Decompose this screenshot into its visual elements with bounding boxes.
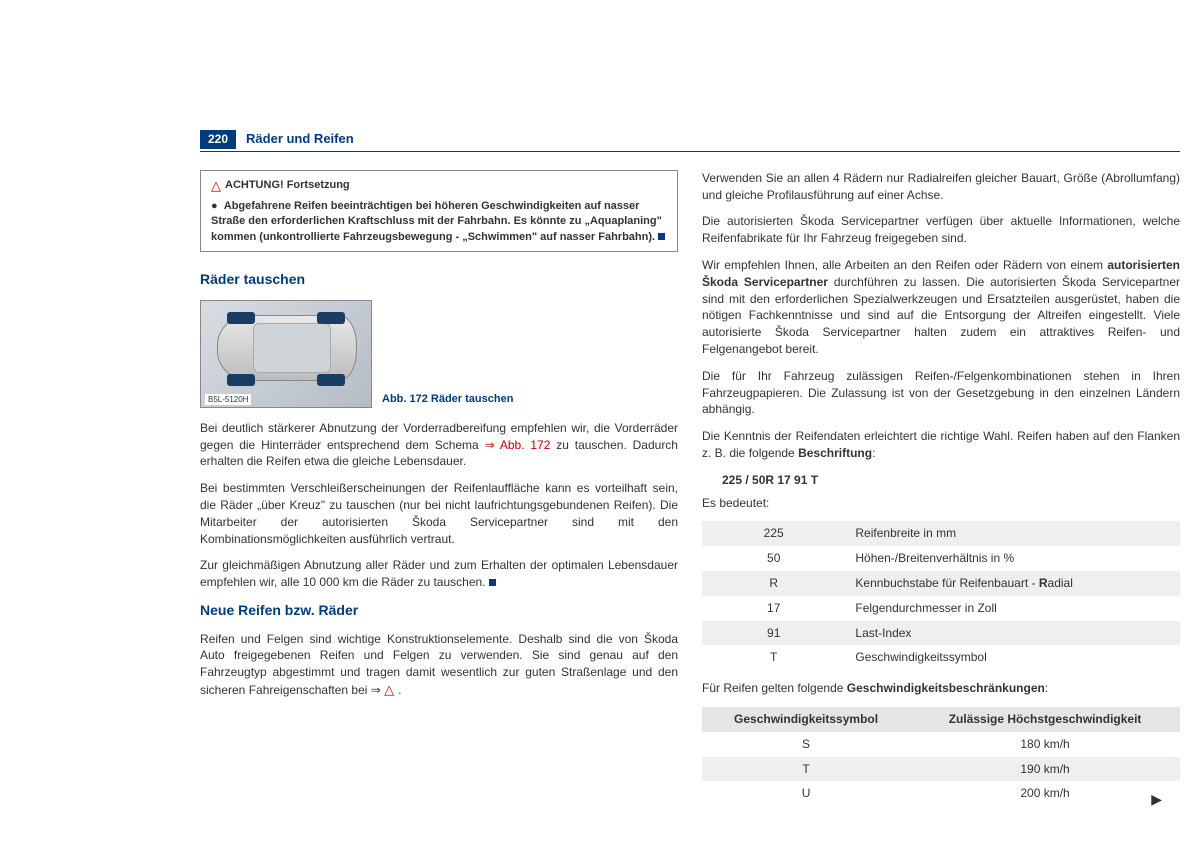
manual-page: 220 Räder und Reifen △ ACHTUNG! Fortsetz… [0,0,1200,856]
para-r5a: Die Kenntnis der Reifendaten erleichtert… [702,429,1180,460]
left-column: △ ACHTUNG! Fortsetzung ● Abgefahrene Rei… [200,170,678,816]
speed-sym: S [702,732,910,757]
figure-row: B5L-5120H Abb. 172 Räder tauschen [200,300,678,408]
para-swap-3-text: Zur gleichmäßigen Abnutzung aller Räder … [200,558,678,589]
speed-col-h2: Zulässige Höchstgeschwindigkeit [910,707,1180,732]
it-means-label: Es bedeutet: [702,495,1180,512]
table-row: 50Höhen-/Breitenverhältnis in % [702,546,1180,571]
spec-val: Felgendurchmesser in Zoll [845,596,1180,621]
spec-key: 225 [702,521,845,546]
two-column-layout: △ ACHTUNG! Fortsetzung ● Abgefahrene Rei… [200,170,1180,816]
tire-spec-example: 225 / 50R 17 91 T [722,472,1180,489]
spec-key: 50 [702,546,845,571]
end-marker-icon [489,579,496,586]
para-r3: Wir empfehlen Ihnen, alle Arbeiten an de… [702,257,1180,358]
para-r5: Die Kenntnis der Reifendaten erleichtert… [702,428,1180,462]
wheel-front-right [227,374,255,386]
warning-triangle-icon: △ [384,682,394,697]
right-column: Verwenden Sie an allen 4 Rädern nur Radi… [702,170,1180,816]
spec-key: T [702,645,845,670]
spec-val: Geschwindigkeitssymbol [845,645,1180,670]
spec-val: Kennbuchstabe für Reifenbauart - RadialK… [845,571,1180,596]
para-swap-2: Bei bestimmten Verschleißerscheinungen d… [200,480,678,547]
speed-val: 190 km/h [910,757,1180,782]
page-number: 220 [200,130,236,149]
speed-table: Geschwindigkeitssymbol Zulässige Höchstg… [702,707,1180,806]
end-marker-icon [658,233,665,240]
table-row: TGeschwindigkeitssymbol [702,645,1180,670]
para-swap-3: Zur gleichmäßigen Abnutzung aller Räder … [200,557,678,591]
spec-val: Reifenbreite in mm [845,521,1180,546]
speed-val: 180 km/h [910,732,1180,757]
tire-spec-table: 225Reifenbreite in mm 50Höhen-/Breitenve… [702,521,1180,670]
para-r2: Die autorisierten Škoda Servicepartner v… [702,213,1180,247]
table-row: T190 km/h [702,757,1180,782]
para-swap-1: Bei deutlich stärkerer Abnutzung der Vor… [200,420,678,470]
warning-header: △ ACHTUNG! Fortsetzung [211,177,667,195]
warning-text: Abgefahrene Reifen beeinträchtigen bei h… [211,200,662,243]
table-row: S180 km/h [702,732,1180,757]
spec-key: 17 [702,596,845,621]
table-row: RKennbuchstabe für Reifenbauart - Radial… [702,571,1180,596]
car-roof [253,323,331,373]
spec-key: 91 [702,621,845,646]
heading-swap-wheels: Räder tauschen [200,270,678,290]
table-row: 91Last-Index [702,621,1180,646]
figure-caption: Abb. 172 Räder tauschen [382,392,513,407]
wheel-rear-right [317,374,345,386]
para-r1: Verwenden Sie an allen 4 Rädern nur Radi… [702,170,1180,204]
speed-sym: U [702,781,910,806]
speed-col-h1: Geschwindigkeitssymbol [702,707,910,732]
table-header-row: Geschwindigkeitssymbol Zulässige Höchstg… [702,707,1180,732]
continue-arrow-icon: ▶ [1151,790,1162,810]
table-row: 225Reifenbreite in mm [702,521,1180,546]
figure-ref-link[interactable]: ⇒ Abb. 172 [485,438,551,452]
table-row: 17Felgendurchmesser in Zoll [702,596,1180,621]
wheel-rear-left [317,312,345,324]
spec-val: Last-Index [845,621,1180,646]
speed-intro: Für Reifen gelten folgende Geschwindigke… [702,680,1180,697]
spec-key: R [702,571,845,596]
warning-triangle-icon: △ [211,177,221,195]
speed-val: 200 km/h [910,781,1180,806]
para-new-1-text: Reifen und Felgen sind wichtige Konstruk… [200,632,678,697]
para-new-1: Reifen und Felgen sind wichtige Konstruk… [200,631,678,700]
para-r5b: Beschriftung [798,446,872,460]
section-title: Räder und Reifen [246,130,354,148]
table-row: U200 km/h [702,781,1180,806]
wheel-front-left [227,312,255,324]
warning-box: △ ACHTUNG! Fortsetzung ● Abgefahrene Rei… [200,170,678,252]
para-r3a: Wir empfehlen Ihnen, alle Arbeiten an de… [702,258,1107,272]
speed-sym: T [702,757,910,782]
warning-body: ● Abgefahrene Reifen beeinträchtigen bei… [211,199,667,245]
figure-code: B5L-5120H [205,394,251,405]
speed-intro-b: Geschwindigkeitsbeschränkungen [847,681,1045,695]
heading-new-tires: Neue Reifen bzw. Räder [200,601,678,621]
spec-val: Höhen-/Breitenverhältnis in % [845,546,1180,571]
page-header: 220 Räder und Reifen [200,130,1180,152]
warning-title: ACHTUNG! Fortsetzung [225,178,350,193]
speed-intro-a: Für Reifen gelten folgende [702,681,847,695]
figure-image: B5L-5120H [200,300,372,408]
para-r4: Die für Ihr Fahrzeug zulässigen Reifen-/… [702,368,1180,418]
